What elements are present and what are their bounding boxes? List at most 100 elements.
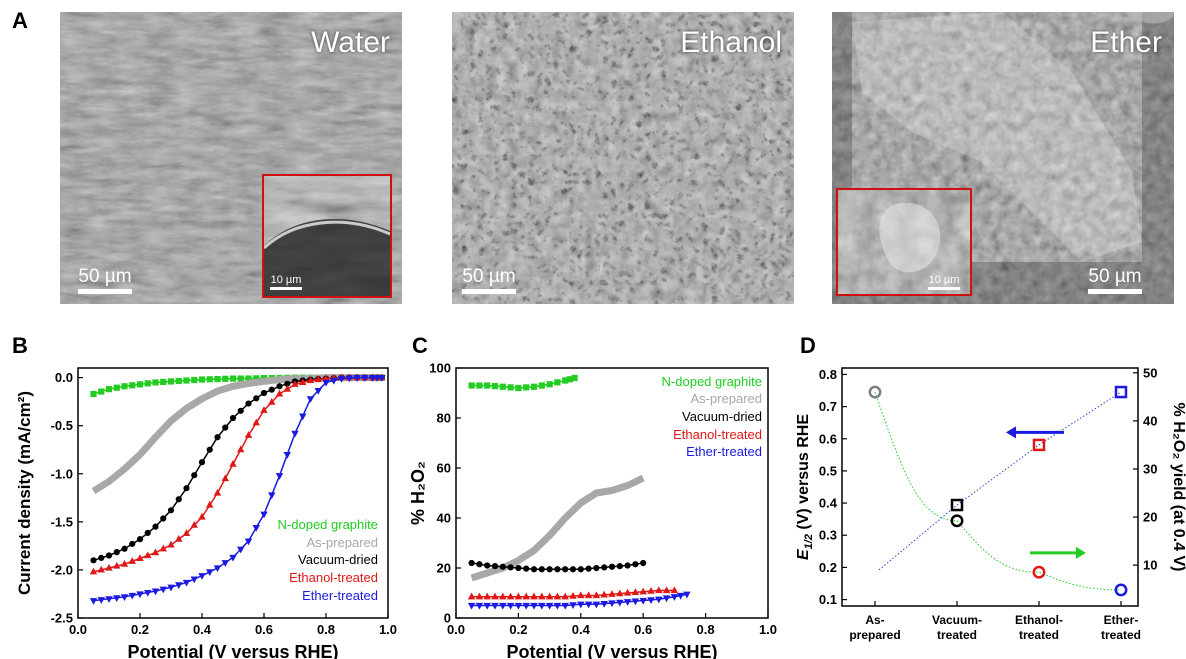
data-point [113, 595, 121, 602]
data-point [1032, 565, 1046, 579]
y2-tick-label: 30 [1143, 461, 1157, 476]
data-point [105, 386, 113, 393]
data-point [624, 562, 631, 569]
data-point [631, 598, 640, 606]
data-point [167, 378, 175, 385]
data-point [98, 554, 105, 562]
data-point [198, 512, 206, 520]
data-point [640, 559, 647, 567]
data-point [577, 601, 585, 609]
data-point [222, 424, 229, 431]
data-point [561, 602, 569, 610]
y-axis-label: % H₂O₂ [408, 461, 428, 525]
x-axis-label: Potential (V versus RHE) [127, 642, 338, 659]
data-point [593, 564, 600, 572]
data-point [373, 375, 381, 382]
data-point [491, 592, 499, 600]
data-point [136, 381, 144, 388]
data-point [198, 459, 206, 466]
series-line [93, 376, 382, 562]
sem-image-ethanol: Ethanol 50 µm [452, 12, 794, 304]
x-tick-label: 0.6 [255, 622, 273, 637]
data-point [1032, 438, 1046, 452]
data-point [206, 446, 213, 453]
data-point [499, 592, 507, 600]
x-tick-label: 1.0 [759, 622, 777, 637]
data-point [361, 375, 369, 382]
plot-frame [455, 367, 769, 619]
data-point [585, 565, 592, 572]
data-point [545, 592, 554, 600]
panel-label-d: D [800, 333, 816, 358]
data-point [229, 554, 237, 562]
data-point [337, 375, 346, 383]
data-point [683, 591, 691, 599]
data-point [89, 567, 98, 575]
x-tick-label: 0.6 [634, 622, 652, 637]
category-label: Ether- [1104, 613, 1139, 627]
data-point [237, 407, 244, 414]
data-point [553, 602, 562, 610]
data-point [616, 589, 624, 597]
legend-entry: Ether-treated [302, 588, 378, 603]
chart-c-h2o2-percent: 0.0 0.2 0.4 0.6 0.8 1.0 0 20 40 60 80 100 Potential … [408, 361, 777, 659]
data-point [314, 375, 322, 383]
data-point [616, 563, 623, 570]
legend-entry: N-doped graphite [278, 517, 378, 532]
data-point [260, 389, 268, 397]
data-point [662, 595, 671, 603]
data-point [538, 382, 545, 389]
data-point [467, 602, 476, 610]
y-tick-label: -2.0 [51, 562, 73, 577]
y-tick-label: 0.0 [55, 370, 73, 385]
data-point [167, 584, 175, 592]
data-point [160, 515, 167, 522]
data-point [260, 511, 268, 519]
sem-inset-water: 10 µm [262, 174, 392, 298]
data-point [152, 523, 159, 530]
sem-inset-texture [264, 176, 390, 296]
data-point [299, 413, 307, 421]
series-vacuum-dried [468, 559, 647, 573]
series-as-prepared [91, 374, 382, 495]
x-tick-label: 0.2 [131, 622, 149, 637]
data-point [530, 602, 538, 610]
data-point [183, 485, 190, 492]
data-point [167, 507, 175, 514]
data-point [175, 377, 182, 385]
inset-scale-label: 10 µm [270, 274, 302, 286]
series-e-half [868, 385, 1128, 597]
data-point [647, 597, 655, 605]
data-point [268, 492, 276, 500]
sem-title-ethanol: Ethanol [680, 26, 782, 59]
data-point [129, 540, 136, 548]
data-point [523, 565, 530, 572]
data-point [160, 378, 167, 386]
panel-label-c: C [412, 333, 428, 358]
data-point [600, 590, 608, 598]
data-point [499, 383, 506, 390]
data-point [105, 596, 113, 603]
data-point [538, 602, 546, 610]
data-point [214, 375, 221, 383]
data-point [151, 548, 160, 556]
data-point [245, 400, 252, 407]
data-point [670, 594, 679, 601]
legend-entry: Ether-treated [686, 444, 762, 459]
data-point [237, 375, 244, 382]
sem-image-ether: Ether 50 µm 10 µm [832, 12, 1174, 304]
data-point [484, 562, 491, 569]
y-tick-label: 0.5 [819, 463, 837, 478]
scale-bar-ether: 50 µm [1088, 266, 1142, 294]
data-point [120, 594, 129, 602]
inset-scale-label: 10 µm [928, 274, 960, 286]
data-point [198, 573, 206, 580]
data-point [507, 564, 514, 571]
data-point [120, 559, 129, 567]
data-point [128, 557, 136, 564]
legend-entry: Ethanol-treated [289, 570, 378, 585]
data-point [105, 563, 113, 571]
sem-image-water: Water 50 µm 10 µm [60, 12, 402, 304]
inset-scale-bar-ether: 10 µm [928, 274, 960, 290]
data-point [491, 383, 499, 390]
